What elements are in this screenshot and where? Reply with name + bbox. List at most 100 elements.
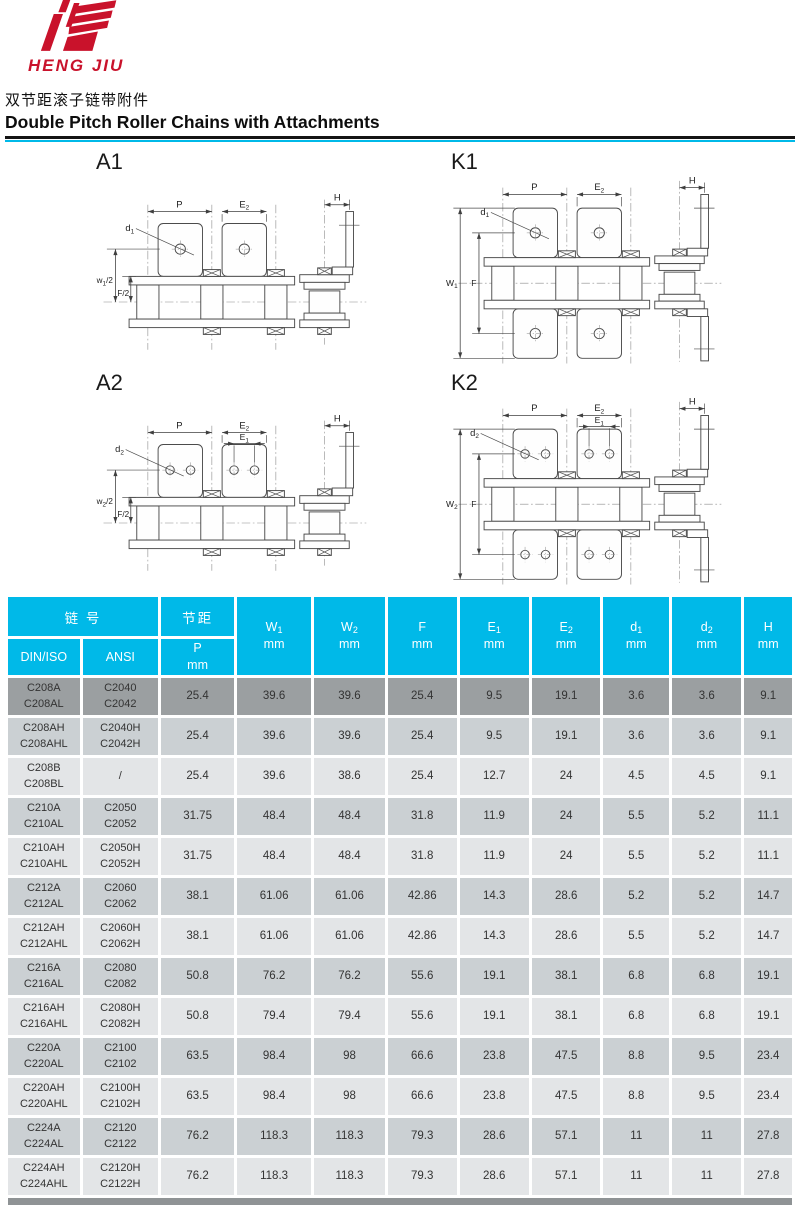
- table-row: C212AH C212AHL C2060H C2062H 38.1 61.06 61.06 4…: [8, 918, 792, 955]
- diagrams-section: A1 P E2 d1 w1/2 F/2 H K1 P E2 d1 W1 F H A2 P E2 E1 d2…: [0, 150, 800, 592]
- din-iso-cell: C212A C212AL: [8, 878, 80, 915]
- col-header-w1: W1 mm: [237, 597, 312, 675]
- value-cell: 14.7: [744, 878, 792, 915]
- col-header-d2: d2 mm: [672, 597, 742, 675]
- value-cell: 118.3: [237, 1158, 312, 1195]
- ansi-cell: C2050 C2052: [82, 798, 159, 835]
- value-cell: 11.9: [459, 798, 529, 835]
- value-cell: 11: [603, 1158, 670, 1195]
- value-cell: 55.6: [387, 958, 457, 995]
- value-cell: 6.8: [603, 958, 670, 995]
- ansi-cell: C2060 C2062: [82, 878, 159, 915]
- value-cell: 61.06: [237, 918, 312, 955]
- value-cell: 39.6: [237, 678, 312, 715]
- value-cell: 11.1: [744, 798, 792, 835]
- value-cell: 76.2: [237, 958, 312, 995]
- value-cell: 3.6: [603, 678, 670, 715]
- value-cell: 24: [531, 798, 601, 835]
- table-row: C216A C216AL C2080 C2082 50.8 76.2 76.2 55.6 19.…: [8, 958, 792, 995]
- value-cell: 19.1: [531, 718, 601, 755]
- value-cell: 42.86: [387, 918, 457, 955]
- ansi-cell: C2080H C2082H: [82, 998, 159, 1035]
- page-title-zh: 双节距滚子链带附件: [5, 92, 150, 109]
- din-iso-cell: C216AH C216AHL: [8, 998, 80, 1035]
- value-cell: 5.2: [672, 838, 742, 875]
- value-cell: 61.06: [314, 918, 385, 955]
- svg-text:F/2: F/2: [117, 289, 129, 298]
- value-cell: 39.6: [237, 718, 312, 755]
- svg-text:W1: W1: [446, 278, 458, 290]
- ansi-cell: C2060H C2062H: [82, 918, 159, 955]
- value-cell: 5.5: [603, 838, 670, 875]
- ansi-cell: C2040H C2042H: [82, 718, 159, 755]
- value-cell: 11: [672, 1158, 742, 1195]
- value-cell: 61.06: [314, 878, 385, 915]
- value-cell: 28.6: [531, 918, 601, 955]
- value-cell: 48.4: [237, 838, 312, 875]
- value-cell: 19.1: [744, 958, 792, 995]
- value-cell: 25.4: [387, 758, 457, 795]
- title-block: 双节距滚子链带附件 Double Pitch Roller Chains wit…: [5, 89, 795, 142]
- svg-text:H: H: [689, 396, 696, 406]
- svg-text:w1/2: w1/2: [96, 276, 114, 287]
- value-cell: 25.4: [161, 758, 235, 795]
- value-cell: 5.5: [603, 798, 670, 835]
- din-iso-cell: C220A C220AL: [8, 1038, 80, 1075]
- value-cell: 23.8: [459, 1078, 529, 1115]
- ansi-cell: C2100H C2102H: [82, 1078, 159, 1115]
- value-cell: 14.3: [459, 878, 529, 915]
- svg-text:H: H: [689, 175, 696, 185]
- value-cell: 3.6: [603, 718, 670, 755]
- value-cell: 47.5: [531, 1078, 601, 1115]
- value-cell: 98.4: [237, 1078, 312, 1115]
- ansi-cell: C2040 C2042: [82, 678, 159, 715]
- value-cell: 39.6: [314, 718, 385, 755]
- diagram-k1: K1 P E2 d1 W1 F H: [435, 150, 790, 371]
- value-cell: 42.86: [387, 878, 457, 915]
- value-cell: 38.1: [531, 998, 601, 1035]
- svg-text:F: F: [471, 499, 476, 509]
- svg-text:E2: E2: [594, 182, 604, 194]
- ansi-cell: C2080 C2082: [82, 958, 159, 995]
- svg-text:E2: E2: [239, 199, 249, 211]
- value-cell: 11.1: [744, 838, 792, 875]
- svg-text:E2: E2: [594, 403, 604, 415]
- value-cell: 6.8: [672, 998, 742, 1035]
- value-cell: 9.5: [459, 678, 529, 715]
- svg-text:w2/2: w2/2: [96, 497, 114, 508]
- table-row: C208A C208AL C2040 C2042 25.4 39.6 39.6 25.4 9.5…: [8, 678, 792, 715]
- value-cell: 9.1: [744, 678, 792, 715]
- value-cell: 66.6: [387, 1038, 457, 1075]
- value-cell: 9.1: [744, 718, 792, 755]
- value-cell: 79.4: [314, 998, 385, 1035]
- din-iso-cell: C208A C208AL: [8, 678, 80, 715]
- value-cell: 98.4: [237, 1038, 312, 1075]
- value-cell: 14.7: [744, 918, 792, 955]
- svg-text:P: P: [176, 420, 182, 430]
- value-cell: 28.6: [459, 1118, 529, 1155]
- brand-name: HENG JIU: [28, 56, 125, 75]
- svg-text:H: H: [334, 192, 341, 202]
- value-cell: 39.6: [237, 758, 312, 795]
- value-cell: 28.6: [459, 1158, 529, 1195]
- value-cell: 98: [314, 1038, 385, 1075]
- diagram-a2-label: A2: [96, 370, 123, 395]
- table-row: C212A C212AL C2060 C2062 38.1 61.06 61.06 42.86…: [8, 878, 792, 915]
- value-cell: 11: [603, 1118, 670, 1155]
- svg-text:d1: d1: [125, 223, 134, 235]
- diagram-a1-drawing: P E2 d1 w1/2F/2 H: [96, 192, 367, 350]
- value-cell: 57.1: [531, 1158, 601, 1195]
- value-cell: 4.5: [672, 758, 742, 795]
- diagram-k2-label: K2: [451, 370, 478, 395]
- diagram-a1: A1 P E2 d1 w1/2 F/2 H: [80, 150, 435, 371]
- value-cell: 28.6: [531, 878, 601, 915]
- svg-text:P: P: [176, 199, 182, 209]
- value-cell: 63.5: [161, 1078, 235, 1115]
- value-cell: 5.2: [603, 878, 670, 915]
- value-cell: 11: [672, 1118, 742, 1155]
- din-iso-cell: C212AH C212AHL: [8, 918, 80, 955]
